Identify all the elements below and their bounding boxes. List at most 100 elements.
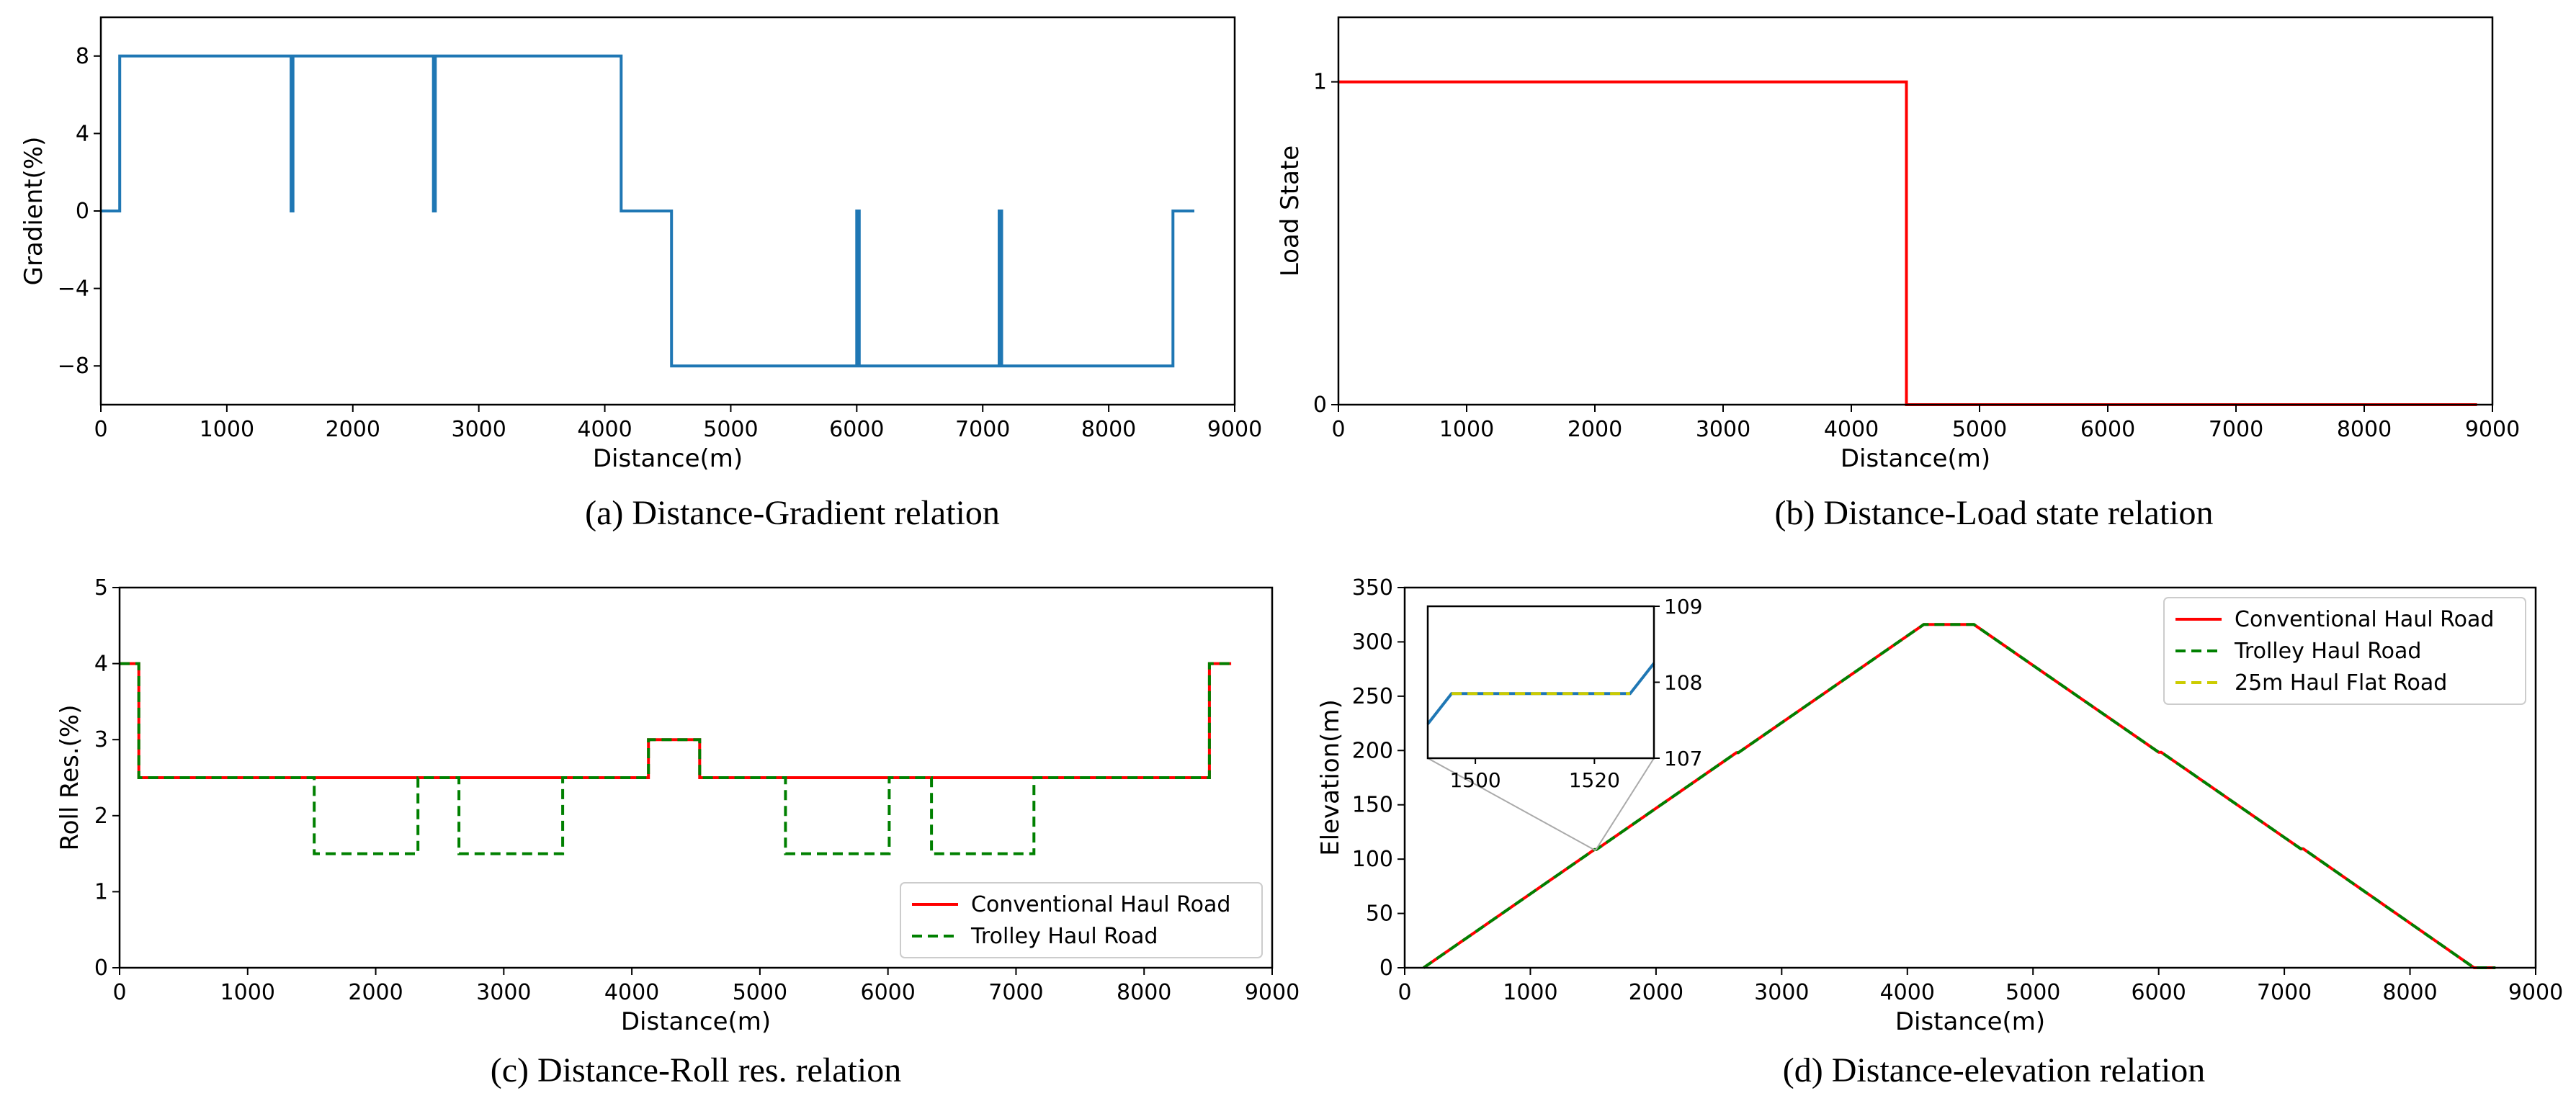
x-tick-label: 3000: [451, 417, 506, 442]
x-tick-label: 9000: [2465, 417, 2520, 442]
x-tick-label: 0: [112, 980, 126, 1005]
x-tick-label: 9000: [2508, 980, 2563, 1005]
x-tick-label: 7000: [2257, 980, 2312, 1005]
panel-caption: (d) Distance-elevation relation: [1783, 1051, 2205, 1089]
y-tick-label: 4: [94, 652, 108, 677]
panel-caption: (b) Distance-Load state relation: [1774, 494, 2213, 532]
x-tick-label: 3000: [1696, 417, 1750, 442]
x-tick-label: 4000: [577, 417, 632, 442]
series-line-conventional-haul-road: [120, 662, 1232, 779]
x-tick-label: 0: [94, 417, 107, 442]
x-tick-label: 3000: [1754, 980, 1809, 1005]
x-axis-label: Distance(m): [1895, 1007, 2045, 1036]
series-line-trolley-haul-road: [120, 662, 1232, 855]
x-tick-label: 2000: [326, 417, 380, 442]
y-tick-label: 1: [1313, 70, 1327, 95]
y-tick-label: 1: [94, 879, 108, 904]
x-tick-label: 6000: [2080, 417, 2135, 442]
y-tick-label: 2: [94, 804, 108, 829]
x-axis-label: Distance(m): [1841, 444, 1990, 473]
y-tick-label: 350: [1352, 575, 1393, 601]
y-tick-label: −4: [58, 276, 89, 302]
y-tick-label: 0: [94, 956, 108, 981]
y-axis-label: Gradient(%): [19, 137, 48, 286]
x-tick-label: 2000: [1567, 417, 1622, 442]
y-tick-label: 4: [76, 121, 89, 146]
inset-y-tick-label: 109: [1664, 595, 1702, 619]
x-tick-label: 5000: [733, 980, 787, 1005]
legend-label: 25m Haul Flat Road: [2235, 670, 2447, 696]
inset-zoom: 1500 1520 107 108 109: [1426, 595, 1702, 851]
axes-frame: [1337, 16, 2494, 406]
legend-label: Trolley Haul Road: [970, 924, 1158, 949]
x-tick-label: 9000: [1245, 980, 1300, 1005]
x-tick-label: 8000: [2382, 980, 2437, 1005]
y-tick-label: 50: [1366, 902, 1393, 927]
y-tick-label: 100: [1352, 847, 1393, 872]
x-tick-label: 8000: [2337, 417, 2392, 442]
y-tick-label: 150: [1352, 793, 1393, 818]
y-tick-label: −8: [58, 354, 89, 379]
x-tick-label: 5000: [2005, 980, 2060, 1005]
series-line-gradient: [101, 54, 1194, 368]
x-tick-label: 7000: [988, 980, 1043, 1005]
x-tick-label: 5000: [703, 417, 758, 442]
legend-label: Conventional Haul Road: [971, 892, 1230, 917]
x-tick-label: 2000: [348, 980, 403, 1005]
y-tick-label: 3: [94, 727, 108, 752]
x-tick-label: 3000: [476, 980, 531, 1005]
series-line-load-state: [1338, 80, 2477, 406]
legend-box: [2163, 597, 2526, 705]
inset-y-tick-label: 108: [1664, 671, 1702, 695]
axes-frame: [118, 586, 1274, 969]
y-tick-label: 300: [1352, 629, 1393, 655]
inset-x-tick-label: 1520: [1569, 768, 1620, 792]
y-axis-label: Roll Res.(%): [55, 705, 84, 851]
x-tick-label: 8000: [1081, 417, 1136, 442]
x-tick-label: 0: [1397, 980, 1411, 1005]
x-tick-label: 1000: [1503, 980, 1557, 1005]
panel-d-elevation: 0 1000 2000 3000 4000 5000 6000 7000 8000 9000 0 50…: [1316, 575, 2563, 1089]
x-axis-label: Distance(m): [621, 1007, 771, 1036]
x-tick-label: 4000: [604, 980, 659, 1005]
x-tick-label: 6000: [860, 980, 915, 1005]
inset-connector: [1594, 757, 1655, 851]
y-tick-label: 200: [1352, 738, 1393, 763]
y-tick-label: 8: [76, 44, 89, 69]
x-axis-label: Distance(m): [593, 444, 743, 473]
x-tick-label: 6000: [2131, 980, 2186, 1005]
x-tick-label: 1000: [220, 980, 275, 1005]
inset-y-tick-label: 107: [1664, 747, 1702, 770]
y-tick-label: 5: [94, 575, 108, 601]
x-tick-label: 4000: [1824, 417, 1879, 442]
x-tick-label: 1000: [200, 417, 254, 442]
panel-c-roll-resistance: 0 1000 2000 3000 4000 5000 6000 7000 8000 9000 0 1 2…: [55, 575, 1300, 1089]
axes-frame: [1403, 586, 2537, 969]
x-tick-label: 8000: [1117, 980, 1171, 1005]
x-tick-label: 1000: [1439, 417, 1494, 442]
x-tick-label: 7000: [2209, 417, 2263, 442]
x-tick-label: 2000: [1629, 980, 1683, 1005]
y-tick-label: 0: [1313, 392, 1327, 418]
x-tick-label: 0: [1331, 417, 1345, 442]
x-tick-label: 7000: [955, 417, 1010, 442]
x-tick-label: 6000: [829, 417, 884, 442]
x-tick-label: 5000: [1952, 417, 2007, 442]
x-tick-label: 4000: [1880, 980, 1935, 1005]
panel-a-gradient: 0 1000 2000 3000 4000 5000 6000 7000 8000 9000 8 4 0…: [19, 16, 1262, 532]
y-axis-label: Elevation(m): [1316, 699, 1345, 856]
inset-x-tick-label: 1500: [1449, 768, 1501, 792]
legend-label: Trolley Haul Road: [2234, 639, 2421, 664]
panel-caption: (a) Distance-Gradient relation: [585, 494, 1000, 532]
legend-label: Conventional Haul Road: [2235, 607, 2494, 632]
panel-b-load-state: 0 1000 2000 3000 4000 5000 6000 7000 8000 9000 0 1 D…: [1276, 16, 2520, 532]
panel-caption: (c) Distance-Roll res. relation: [491, 1051, 901, 1089]
inset-background: [1428, 606, 1654, 758]
y-tick-label: 0: [1379, 956, 1393, 981]
y-tick-label: 250: [1352, 684, 1393, 709]
x-tick-label: 9000: [1207, 417, 1262, 442]
y-axis-label: Load State: [1276, 145, 1305, 276]
y-tick-label: 0: [76, 199, 89, 224]
legend-box: [900, 882, 1263, 958]
